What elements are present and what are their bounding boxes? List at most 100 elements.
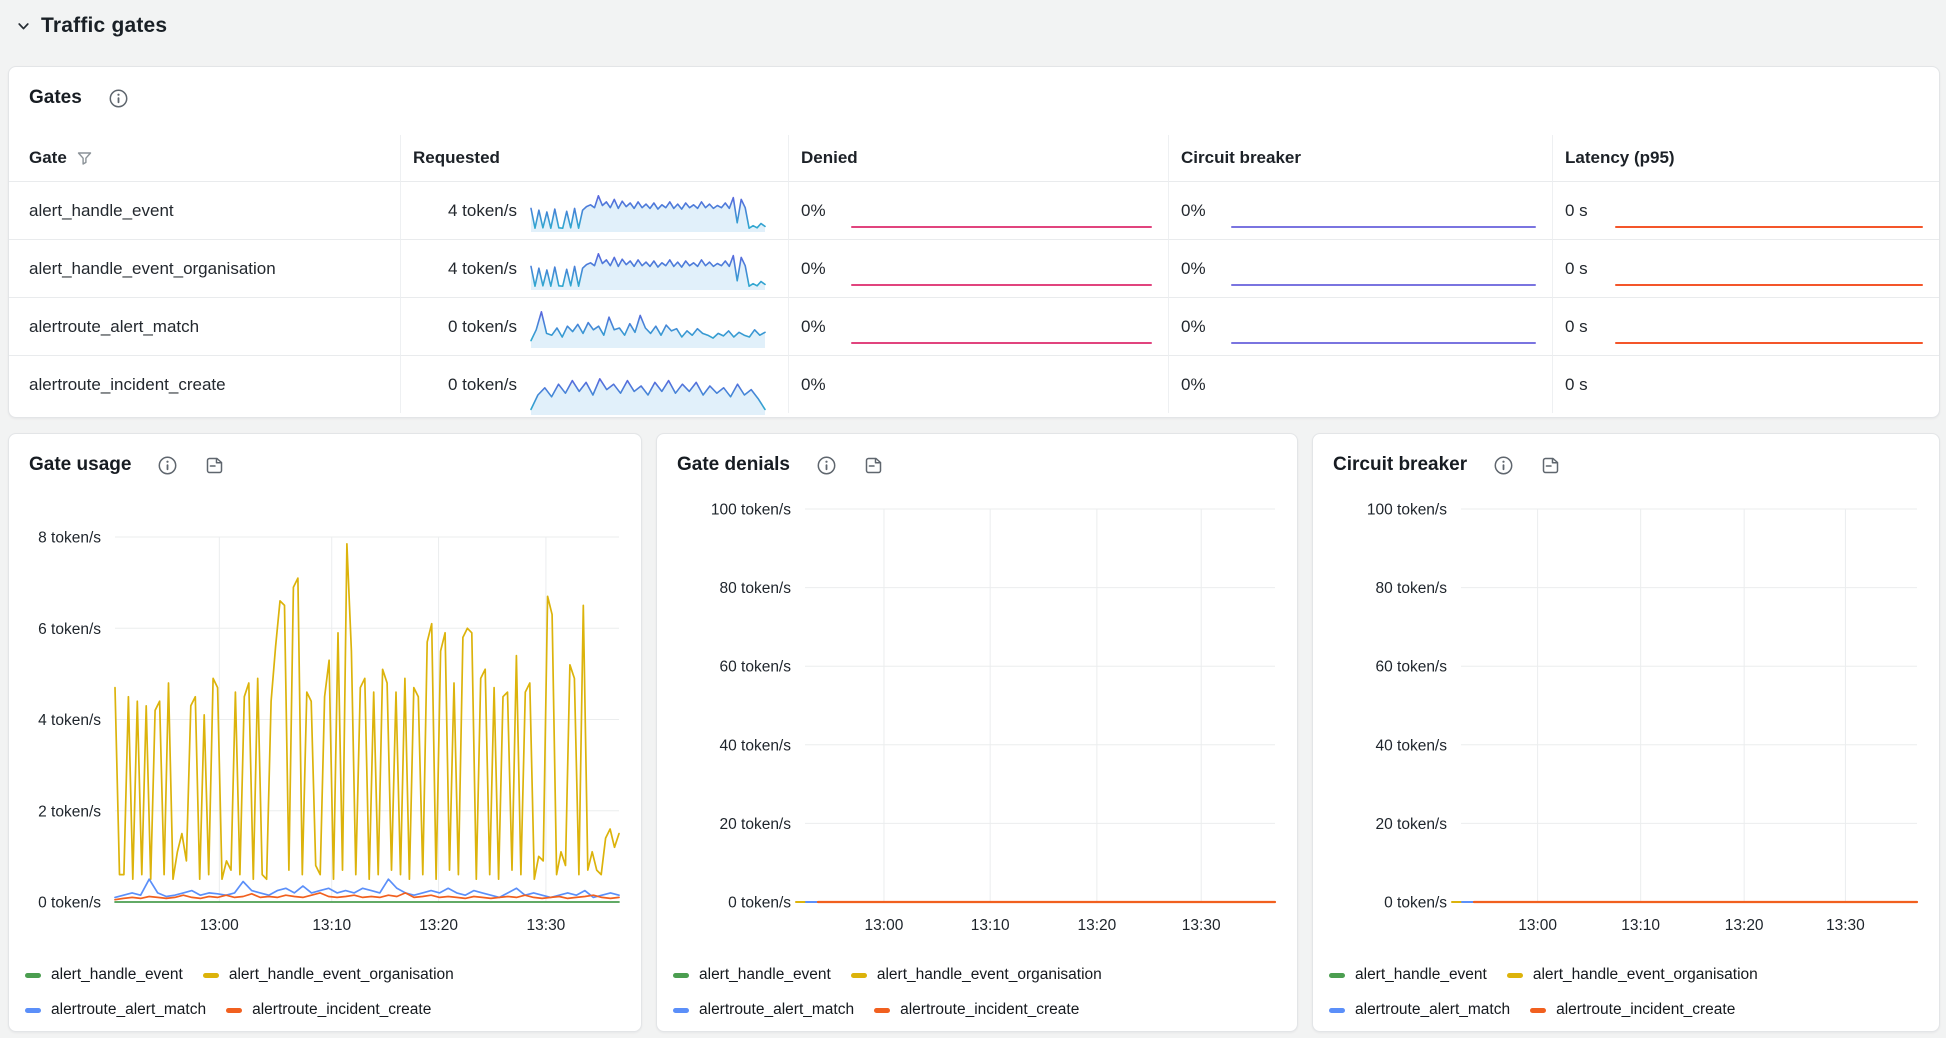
legend-item[interactable]: alert_handle_event_organisation xyxy=(1506,966,1758,984)
legend-label: alertroute_incident_create xyxy=(1556,1001,1736,1018)
svg-text:13:00: 13:00 xyxy=(200,917,239,934)
legend-label: alertroute_incident_create xyxy=(900,1001,1080,1018)
requested-sparkline[interactable] xyxy=(529,245,767,293)
info-icon[interactable] xyxy=(108,88,129,109)
legend-swatch xyxy=(25,972,41,978)
latency-cell: 0 s xyxy=(1553,181,1939,239)
legend-item[interactable]: alert_handle_event_organisation xyxy=(850,966,1102,984)
latency-cell: 0 s xyxy=(1553,239,1939,297)
requested-cell: 0 token/s xyxy=(401,297,789,355)
report-icon[interactable] xyxy=(863,455,884,476)
latency-sparkline[interactable] xyxy=(1615,342,1923,344)
legend-label: alert_handle_event_organisation xyxy=(228,966,454,983)
circuit-breaker-legend: alert_handle_event alert_handle_event_org… xyxy=(1329,966,1929,1019)
denied-cell: 0% xyxy=(789,355,1169,413)
section-title: Traffic gates xyxy=(41,14,168,37)
legend-swatch xyxy=(1506,972,1523,978)
circuit-breaker-sparkline[interactable] xyxy=(1231,284,1536,286)
gate-usage-title: Gate usage xyxy=(29,454,132,475)
legend-item[interactable]: alert_handle_event xyxy=(25,966,183,984)
legend-item[interactable]: alertroute_incident_create xyxy=(874,1001,1079,1019)
legend-item[interactable]: alertroute_incident_create xyxy=(1530,1001,1735,1019)
legend-swatch xyxy=(25,1007,41,1013)
info-icon[interactable] xyxy=(157,455,178,476)
column-header-requested[interactable]: Requested xyxy=(401,135,789,181)
gates-panel-title: Gates xyxy=(29,87,82,108)
denied-sparkline[interactable] xyxy=(851,284,1152,286)
svg-text:13:30: 13:30 xyxy=(527,917,566,934)
legend-swatch xyxy=(673,1007,689,1013)
chevron-down-icon[interactable] xyxy=(16,19,31,34)
legend-swatch xyxy=(1329,972,1345,978)
circuit-breaker-chart[interactable]: 13:00 13:10 13:20 13:30 100 token/s 80 token/… xyxy=(1327,490,1925,950)
svg-text:2 token/s: 2 token/s xyxy=(38,803,101,820)
svg-text:8 token/s: 8 token/s xyxy=(38,530,101,547)
latency-sparkline[interactable] xyxy=(1615,226,1923,228)
svg-text:13:30: 13:30 xyxy=(1826,917,1865,934)
legend-label: alert_handle_event xyxy=(699,966,831,983)
denied-sparkline[interactable] xyxy=(851,342,1152,344)
requested-cell: 4 token/s xyxy=(401,239,789,297)
svg-text:0 token/s: 0 token/s xyxy=(728,895,791,912)
gate-denials-legend: alert_handle_event alert_handle_event_org… xyxy=(673,966,1287,1019)
requested-value: 0 token/s xyxy=(448,316,517,336)
breaker-cell: 0% xyxy=(1169,355,1553,413)
breaker-cell: 0% xyxy=(1169,297,1553,355)
legend-swatch xyxy=(874,1007,891,1013)
requested-sparkline[interactable] xyxy=(529,187,767,235)
filter-icon[interactable] xyxy=(76,150,93,167)
legend-label: alertroute_alert_match xyxy=(699,1001,855,1018)
legend-label: alertroute_incident_create xyxy=(252,1001,432,1018)
denied-cell: 0% xyxy=(789,181,1169,239)
legend-item[interactable]: alert_handle_event xyxy=(1329,966,1487,984)
gate-denials-panel: Gate denials 13:00 13:10 13:20 13:30 100 tok… xyxy=(656,433,1298,1032)
svg-text:40 token/s: 40 token/s xyxy=(719,737,791,754)
legend-label: alert_handle_event xyxy=(51,966,183,983)
gate-name-cell: alert_handle_event_organisation xyxy=(9,239,401,297)
requested-sparkline[interactable] xyxy=(529,370,767,418)
legend-item[interactable]: alert_handle_event_organisation xyxy=(202,966,454,984)
gate-usage-legend: alert_handle_event alert_handle_event_org… xyxy=(25,966,631,1019)
svg-text:40 token/s: 40 token/s xyxy=(1375,737,1447,754)
legend-item[interactable]: alertroute_alert_match xyxy=(25,1001,206,1019)
svg-text:100 token/s: 100 token/s xyxy=(1367,502,1447,519)
circuit-breaker-sparkline[interactable] xyxy=(1231,226,1536,228)
legend-item[interactable]: alertroute_alert_match xyxy=(673,1001,854,1019)
denied-sparkline[interactable] xyxy=(851,226,1152,228)
legend-item[interactable]: alertroute_alert_match xyxy=(1329,1001,1510,1019)
legend-label: alert_handle_event_organisation xyxy=(876,966,1102,983)
report-icon[interactable] xyxy=(1540,455,1561,476)
column-header-gate[interactable]: Gate xyxy=(9,135,401,181)
column-header-circuit-breaker[interactable]: Circuit breaker xyxy=(1169,135,1553,181)
latency-cell: 0 s xyxy=(1553,297,1939,355)
gate-name-cell: alertroute_alert_match xyxy=(9,297,401,355)
svg-text:13:10: 13:10 xyxy=(971,917,1010,934)
legend-item[interactable]: alertroute_incident_create xyxy=(226,1001,431,1019)
svg-text:0 token/s: 0 token/s xyxy=(1384,895,1447,912)
svg-text:13:20: 13:20 xyxy=(419,917,458,934)
gate-denials-chart[interactable]: 13:00 13:10 13:20 13:30 100 token/s 80 token/… xyxy=(671,490,1283,950)
section-header-traffic-gates[interactable]: Traffic gates xyxy=(16,14,167,38)
svg-text:13:20: 13:20 xyxy=(1077,917,1116,934)
info-icon[interactable] xyxy=(1493,455,1514,476)
report-icon[interactable] xyxy=(204,455,225,476)
svg-text:13:30: 13:30 xyxy=(1182,917,1221,934)
legend-label: alertroute_alert_match xyxy=(1355,1001,1511,1018)
gates-table: Gate Requested Denied Circuit breaker La… xyxy=(9,135,1939,415)
latency-sparkline[interactable] xyxy=(1615,284,1923,286)
column-header-denied[interactable]: Denied xyxy=(789,135,1169,181)
requested-sparkline[interactable] xyxy=(529,303,767,351)
requested-value: 4 token/s xyxy=(448,258,517,278)
circuit-breaker-sparkline[interactable] xyxy=(1231,342,1536,344)
legend-label: alert_handle_event_organisation xyxy=(1532,966,1758,983)
legend-swatch xyxy=(850,972,867,978)
info-icon[interactable] xyxy=(816,455,837,476)
svg-text:20 token/s: 20 token/s xyxy=(1375,816,1447,833)
svg-text:4 token/s: 4 token/s xyxy=(38,712,101,729)
svg-text:13:00: 13:00 xyxy=(865,917,904,934)
latency-cell: 0 s xyxy=(1553,355,1939,413)
svg-text:100 token/s: 100 token/s xyxy=(711,502,791,519)
gate-usage-chart[interactable]: 13:00 13:10 13:20 13:30 8 token/s 6 token/s 4 … xyxy=(23,490,627,950)
column-header-latency[interactable]: Latency (p95) xyxy=(1565,148,1675,167)
legend-item[interactable]: alert_handle_event xyxy=(673,966,831,984)
